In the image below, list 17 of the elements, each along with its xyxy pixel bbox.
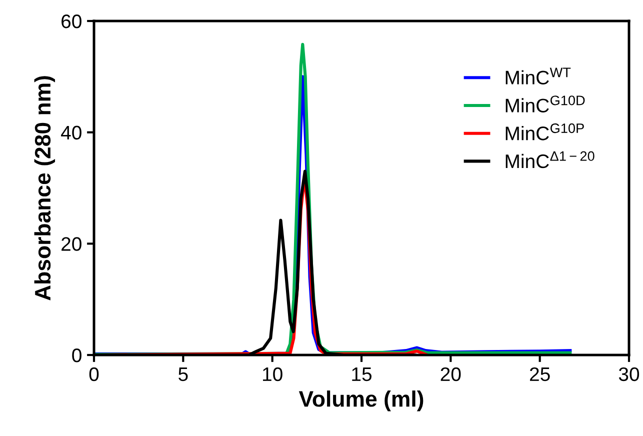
legend-label: MinC$^{G10D}$ xyxy=(506,96,585,112)
x-tick-label: 0 xyxy=(89,367,99,382)
legend-label: MinC$^{G10P}$ xyxy=(506,123,584,140)
x-axis-title: Volume (ml) xyxy=(298,390,424,412)
x-tick-label: 20 xyxy=(440,367,461,382)
x-tick-label: 25 xyxy=(530,367,550,382)
y-tick-label: 60 xyxy=(62,14,82,28)
x-tick-label: 5 xyxy=(178,368,188,382)
x-tick-label: 10 xyxy=(263,367,282,382)
legend-label: MinC$^{WT}$ xyxy=(506,68,571,84)
y-tick-label: 40 xyxy=(61,126,82,140)
y-axis-title: Absorbance (280 nm) xyxy=(34,76,56,300)
y-tick-label: 0 xyxy=(72,348,82,362)
x-tick-label: 30 xyxy=(618,367,640,382)
x-tick-label: 15 xyxy=(352,368,372,382)
y-tick-label: 20 xyxy=(62,237,82,251)
legend-label: MinC$^{Δ1−20}$ xyxy=(506,151,594,168)
